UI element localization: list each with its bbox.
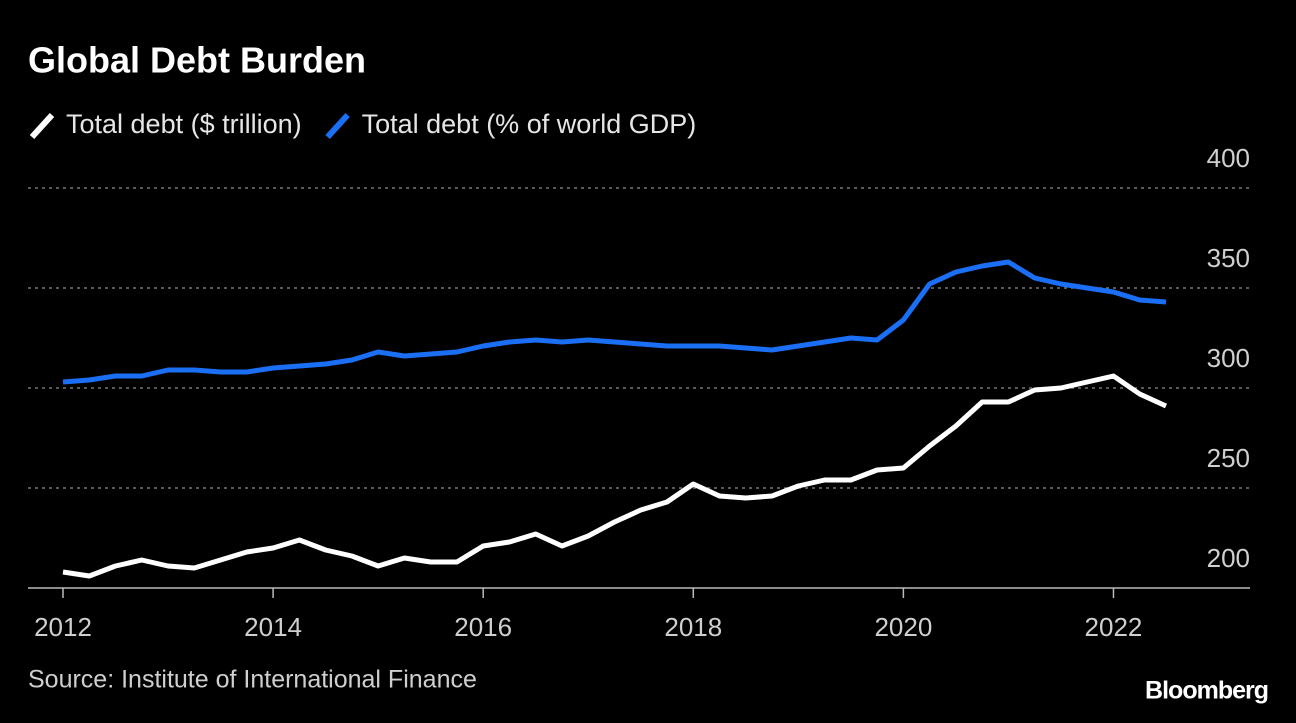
legend: Total debt ($ trillion) Total debt (% of … [29,109,697,140]
y-tick-label: 400 [1207,143,1250,173]
legend-label: Total debt ($ trillion) [66,109,302,139]
x-tick-label: 2018 [664,612,722,642]
brand: Bloomberg [1145,677,1268,705]
series-line [62,373,1168,579]
x-tick-label: 2020 [874,612,932,642]
y-tick-label: 300 [1207,343,1250,373]
legend-label: Total debt (% of world GDP) [362,109,697,139]
source: Source: Institute of International Finan… [28,666,477,694]
x-tick-label: 2014 [244,612,302,642]
chart-title: Global Debt Burden [28,40,366,81]
y-tick-label: 250 [1207,443,1250,473]
y-tick-label: 200 [1207,543,1250,573]
legend-swatch [29,112,55,140]
legend-swatch [325,112,350,140]
y-tick-label: 350 [1207,243,1250,273]
series-line [62,259,1167,385]
x-tick-label: 2022 [1085,612,1143,642]
x-tick-label: 2016 [454,612,512,642]
x-tick-label: 2012 [34,612,92,642]
